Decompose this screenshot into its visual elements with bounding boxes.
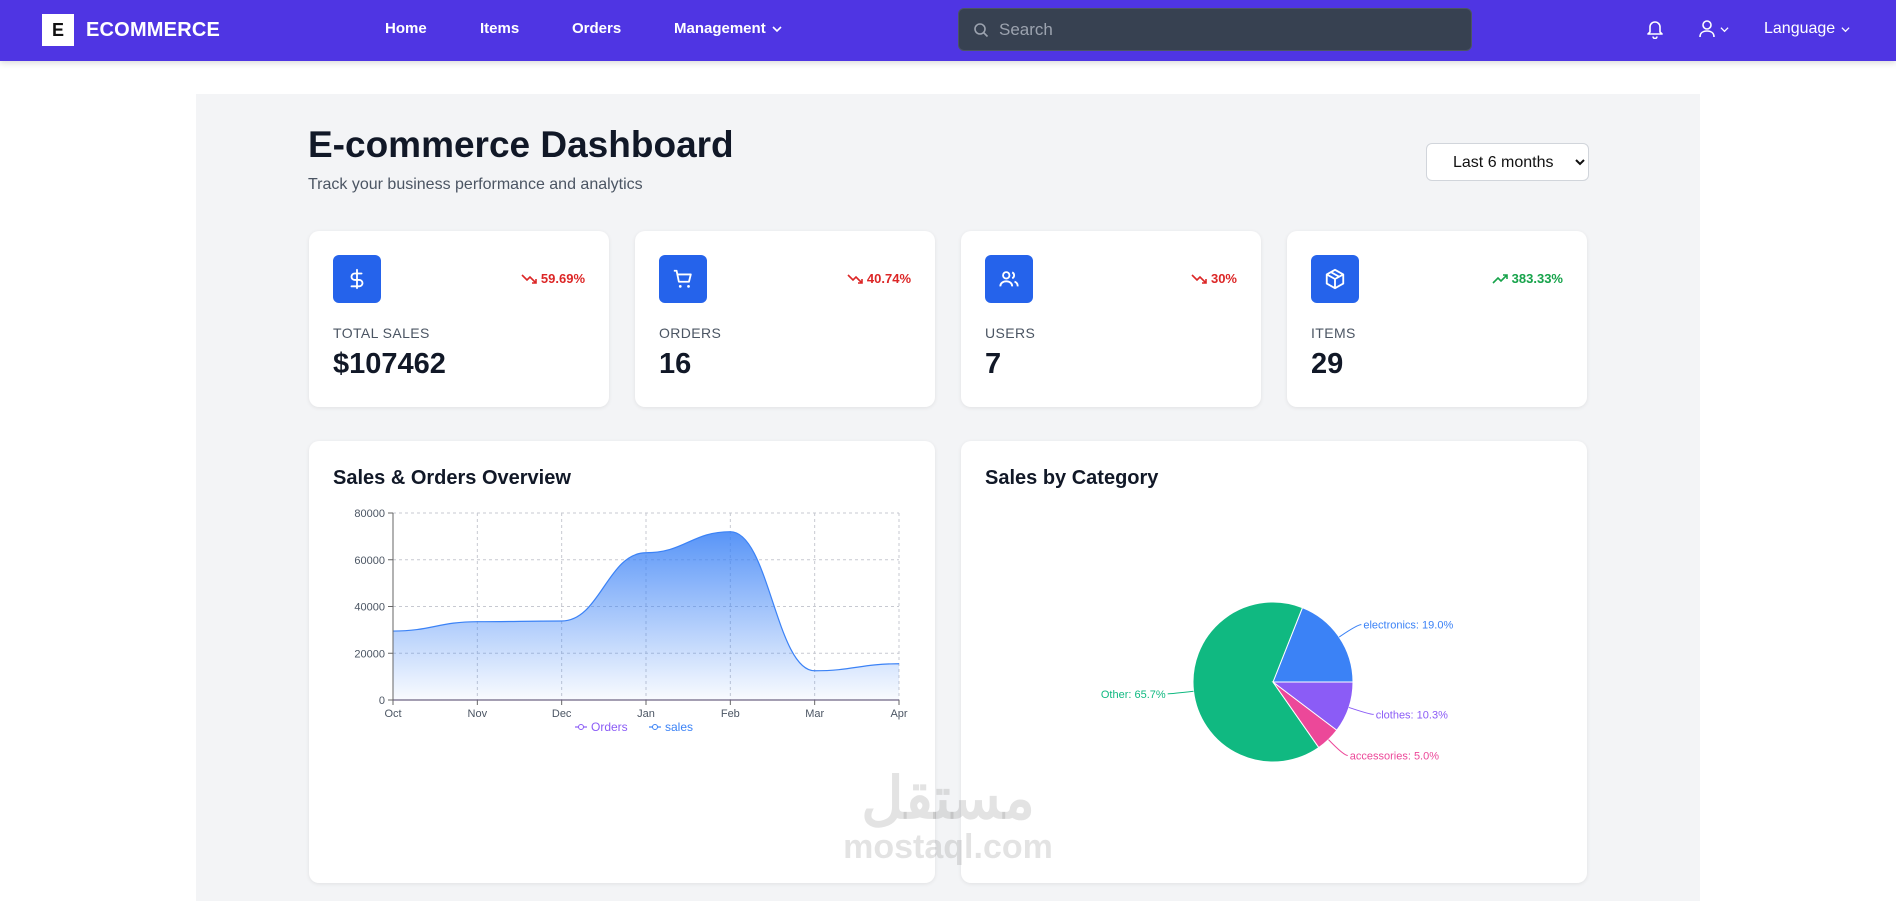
user-menu-button[interactable]: [1698, 19, 1729, 39]
dollar-icon: [333, 255, 381, 303]
x-tick-label: Dec: [552, 708, 572, 720]
stat-label: TOTAL SALES: [333, 325, 430, 341]
pie-leader-line: [1328, 739, 1348, 756]
stat-value: 29: [1311, 348, 1344, 380]
pie-leader-line: [1348, 706, 1374, 715]
language-selector[interactable]: Language: [1764, 20, 1850, 38]
pie-label: Other: 65.7%: [1101, 689, 1166, 701]
area-chart: 0 20000 40000 60000 80000 Oct Nov Dec Jan Feb Mar A…: [354, 508, 907, 734]
pie-label: electronics: 19.0%: [1363, 620, 1453, 632]
x-tick-label: Apr: [890, 708, 907, 720]
y-tick-label: 0: [379, 695, 385, 707]
trending-down-icon: [847, 273, 863, 284]
stat-value: 16: [659, 348, 692, 380]
chevron-down-icon: [1841, 26, 1850, 32]
watermark-arabic: مستقل: [861, 766, 1035, 831]
pie-slice-electronics: [1272, 606, 1354, 683]
cart-icon: [659, 255, 707, 303]
y-tick-label: 20000: [354, 648, 385, 660]
stat-value: 7: [985, 348, 1002, 380]
legend-label: sales: [665, 720, 693, 734]
x-tick-label: Mar: [805, 708, 824, 720]
overview-chart-card: Sales & Orders Overview 0 20000 40000 60000…: [309, 441, 935, 883]
bell-icon: [1647, 21, 1663, 39]
page-title: E-commerce Dashboard: [308, 124, 734, 165]
trend-badge: 30%: [1191, 271, 1237, 286]
brand-letter: E: [42, 14, 74, 46]
search-icon: [974, 22, 989, 37]
stat-label: ITEMS: [1311, 325, 1356, 341]
dashboard-main: E-commerce Dashboard Track your business…: [196, 94, 1700, 901]
y-tick-label: 40000: [354, 602, 385, 614]
x-tick-label: Oct: [384, 708, 401, 720]
stat-label: USERS: [985, 325, 1036, 341]
top-navbar: E ECOMMERCE Home Items Orders Management…: [0, 0, 1896, 61]
language-label: Language: [1764, 20, 1836, 37]
trend-value: 30%: [1210, 271, 1237, 286]
watermark: مستقل mostaql.com: [832, 770, 1064, 867]
category-chart-card: Sales by Category electronics: 19.0% Othe…: [961, 441, 1587, 883]
y-tick-label: 60000: [354, 555, 385, 567]
pie-slice-clothes: [1271, 681, 1354, 731]
pie-label: clothes: 10.3%: [1376, 709, 1448, 721]
box-icon: [1311, 255, 1359, 303]
x-tick-label: Nov: [468, 708, 488, 720]
legend-label: Orders: [591, 720, 628, 734]
sales-line: [392, 531, 900, 672]
stat-value: $107462: [333, 348, 446, 380]
pie-slice-other: [1192, 601, 1320, 763]
stat-card-orders: 40.74% ORDERS 16: [635, 231, 935, 407]
x-tick-label: Jan: [637, 708, 655, 720]
user-icon: [1699, 20, 1715, 38]
nav-management[interactable]: Management: [674, 20, 782, 37]
trend-value: 383.33%: [1511, 271, 1563, 286]
search-box[interactable]: [958, 8, 1472, 51]
users-icon: [985, 255, 1033, 303]
search-input[interactable]: [999, 19, 1439, 40]
chevron-down-icon: [1720, 26, 1729, 32]
y-tick-label: 80000: [354, 508, 385, 520]
pie-leader-line: [1167, 690, 1194, 695]
pie-leader-line: [1338, 624, 1362, 638]
trend-badge: 383.33%: [1492, 271, 1563, 286]
notifications-button[interactable]: [1646, 19, 1664, 39]
trend-badge: 40.74%: [847, 271, 911, 286]
legend-marker: [652, 724, 658, 730]
chevron-down-icon: [772, 25, 782, 32]
nav-items[interactable]: Items: [480, 20, 520, 37]
stat-card-sales: 59.69% TOTAL SALES $107462: [309, 231, 609, 407]
watermark-latin: mostaql.com: [843, 828, 1053, 866]
stat-card-users: 30% USERS 7: [961, 231, 1261, 407]
brand-logo[interactable]: E ECOMMERCE: [42, 14, 220, 46]
stat-label: ORDERS: [659, 325, 722, 341]
stat-card-items: 383.33% ITEMS 29: [1287, 231, 1587, 407]
legend-marker: [578, 724, 584, 730]
period-select[interactable]: Last 6 months: [1426, 143, 1589, 181]
trending-down-icon: [521, 273, 537, 284]
brand-name: ECOMMERCE: [86, 18, 221, 41]
sales-area: [393, 531, 899, 700]
nav-management-label: Management: [674, 20, 766, 37]
trend-badge: 59.69%: [521, 271, 585, 286]
chart-title: Sales by Category: [985, 467, 1159, 489]
chart-title: Sales & Orders Overview: [333, 467, 571, 489]
x-tick-label: Feb: [721, 708, 740, 720]
trending-up-icon: [1492, 273, 1508, 284]
nav-home[interactable]: Home: [385, 20, 427, 37]
trending-down-icon: [1191, 273, 1207, 284]
nav-orders[interactable]: Orders: [572, 20, 622, 37]
pie-label: accessories: 5.0%: [1350, 750, 1439, 762]
trend-value: 59.69%: [540, 271, 585, 286]
page-subtitle: Track your business performance and anal…: [308, 176, 643, 193]
pie-chart: electronics: 19.0% Other: 65.7% accessorie…: [1101, 601, 1453, 763]
trend-value: 40.74%: [866, 271, 911, 286]
